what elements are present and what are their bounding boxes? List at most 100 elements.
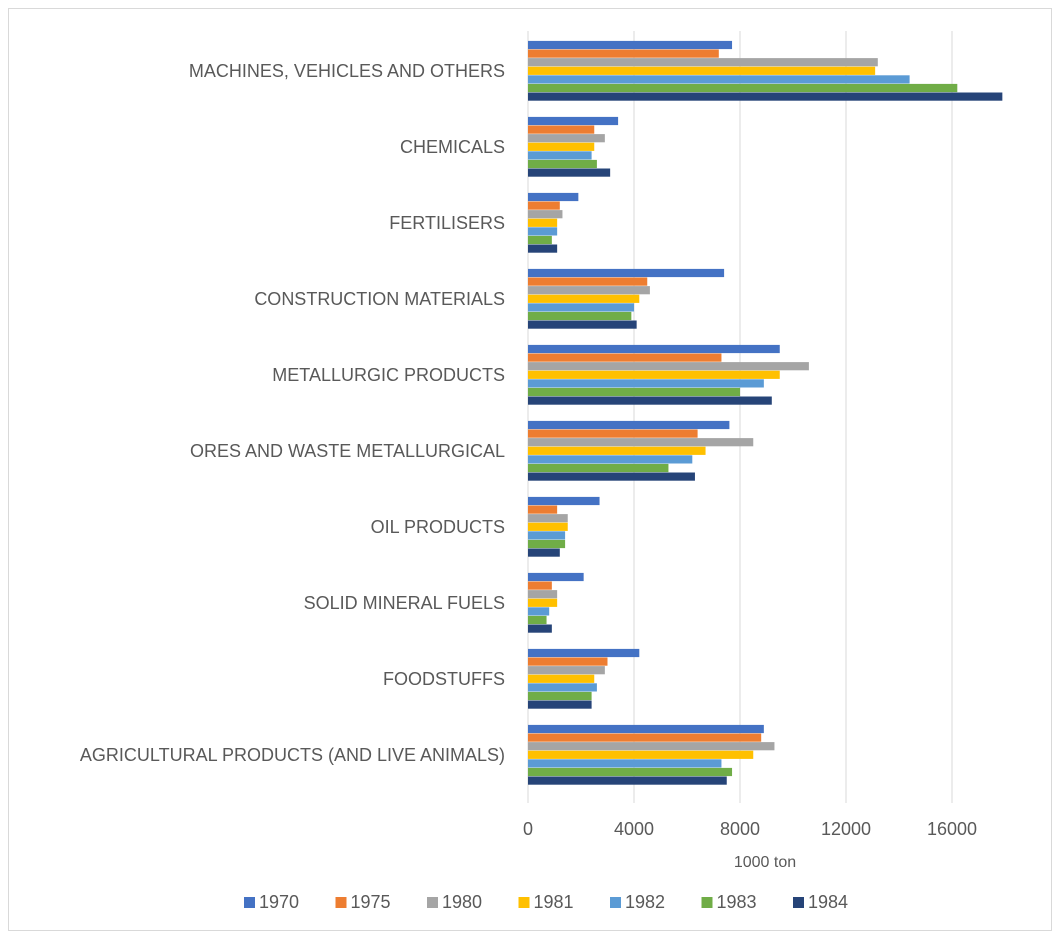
legend-label-1982: 1982 [625, 892, 665, 912]
bar-1980-foodstuffs [528, 666, 605, 675]
legend: 1970 1975 1980 1981 1982 1983 1984 [244, 892, 848, 912]
bar-1982-agricultural-products-and-live-animals [528, 759, 722, 768]
legend-swatch-1982 [610, 897, 621, 908]
bar-1982-machines-vehicles-and-others [528, 75, 910, 84]
bar-1981-oil-products [528, 522, 568, 531]
category-label-agricultural-products-and-live-animals: AGRICULTURAL PRODUCTS (AND LIVE ANIMALS) [80, 745, 505, 765]
category-label-ores-and-waste-metallurgical: ORES AND WASTE METALLURGICAL [190, 441, 505, 461]
x-tick-label: 0 [523, 819, 533, 839]
legend-label-1981: 1981 [534, 892, 574, 912]
bar-1980-ores-and-waste-metallurgical [528, 438, 754, 447]
bar-1981-agricultural-products-and-live-animals [528, 750, 754, 759]
bar-1983-ores-and-waste-metallurgical [528, 463, 669, 473]
bar-1983-foodstuffs [528, 691, 592, 701]
bar-1981-chemicals [528, 142, 595, 151]
bar-1975-fertilisers [528, 201, 560, 210]
bar-1970-construction-materials [528, 268, 725, 278]
category-label-fertilisers: FERTILISERS [389, 213, 505, 233]
bar-1970-foodstuffs [528, 648, 640, 658]
x-tick-label: 4000 [614, 819, 654, 839]
bar-1975-metallurgic-products [528, 353, 722, 362]
bar-1980-oil-products [528, 514, 568, 523]
bar-1981-solid-mineral-fuels [528, 598, 558, 607]
bar-1981-foodstuffs [528, 674, 595, 683]
bar-1984-chemicals [528, 168, 611, 177]
bar-1970-metallurgic-products [528, 344, 780, 354]
bar-1981-ores-and-waste-metallurgical [528, 446, 706, 455]
legend-swatch-1981 [518, 897, 530, 908]
bar-1975-machines-vehicles-and-others [528, 49, 719, 58]
x-tick-label: 12000 [821, 819, 871, 839]
bar-1982-oil-products [528, 531, 566, 540]
bar-1983-construction-materials [528, 311, 632, 321]
bar-1984-solid-mineral-fuels [528, 624, 552, 633]
bar-1984-foodstuffs [528, 700, 592, 709]
bar-1981-metallurgic-products [528, 370, 780, 379]
bar-1980-machines-vehicles-and-others [528, 58, 878, 67]
bar-1982-solid-mineral-fuels [528, 607, 550, 616]
bar-1982-fertilisers [528, 227, 558, 236]
bar-1983-metallurgic-products [528, 387, 740, 397]
gridlines [527, 31, 953, 803]
bar-1984-oil-products [528, 548, 560, 557]
legend-label-1984: 1984 [808, 892, 848, 912]
bar-1982-foodstuffs [528, 683, 597, 692]
bar-1984-construction-materials [528, 320, 637, 329]
category-label-solid-mineral-fuels: SOLID MINERAL FUELS [304, 593, 505, 613]
chart-area: MACHINES, VEHICLES AND OTHERS CHEMICALS FE… [8, 8, 1052, 931]
category-label-foodstuffs: FOODSTUFFS [383, 669, 505, 689]
x-tick-label: 16000 [927, 819, 977, 839]
category-label-machines-vehicles-and-others: MACHINES, VEHICLES AND OTHERS [189, 61, 505, 81]
bar-1983-solid-mineral-fuels [528, 615, 547, 625]
category-label-construction-materials: CONSTRUCTION MATERIALS [254, 289, 505, 309]
bar-1980-metallurgic-products [528, 362, 809, 371]
bar-1980-construction-materials [528, 286, 650, 295]
bar-1983-machines-vehicles-and-others [528, 83, 958, 93]
bar-1982-construction-materials [528, 303, 634, 312]
bar-1970-machines-vehicles-and-others [528, 40, 733, 50]
bar-1984-ores-and-waste-metallurgical [528, 472, 695, 481]
bar-1983-fertilisers [528, 235, 552, 245]
bar-1981-fertilisers [528, 218, 558, 227]
bar-1980-fertilisers [528, 210, 563, 219]
bar-1975-foodstuffs [528, 657, 608, 666]
bar-1982-ores-and-waste-metallurgical [528, 455, 693, 464]
bar-1970-fertilisers [528, 192, 579, 202]
legend-swatch-1984 [793, 897, 804, 908]
legend-label-1983: 1983 [717, 892, 757, 912]
category-label-oil-products: OIL PRODUCTS [371, 517, 505, 537]
bar-1975-oil-products [528, 505, 558, 514]
legend-label-1970: 1970 [259, 892, 299, 912]
bar-1984-fertilisers [528, 244, 558, 253]
bar-1983-oil-products [528, 539, 566, 549]
bar-1980-agricultural-products-and-live-animals [528, 742, 775, 751]
x-tick-label: 8000 [720, 819, 760, 839]
category-label-metallurgic-products: METALLURGIC PRODUCTS [272, 365, 505, 385]
legend-swatch-1970 [244, 897, 255, 908]
bar-1982-chemicals [528, 151, 592, 160]
bar-1984-machines-vehicles-and-others [528, 92, 1003, 101]
legend-label-1975: 1975 [351, 892, 391, 912]
bar-1970-agricultural-products-and-live-animals [528, 724, 764, 734]
bar-1975-ores-and-waste-metallurgical [528, 429, 698, 438]
legend-swatch-1975 [335, 897, 347, 908]
legend-swatch-1980 [427, 897, 438, 908]
bar-1984-metallurgic-products [528, 396, 772, 405]
bar-1975-solid-mineral-fuels [528, 581, 552, 590]
bar-1970-ores-and-waste-metallurgical [528, 420, 730, 430]
category-label-chemicals: CHEMICALS [400, 137, 505, 157]
x-axis-title: 1000 ton [734, 854, 796, 871]
bars [528, 40, 1003, 785]
bar-1975-agricultural-products-and-live-animals [528, 733, 762, 742]
bar-1983-chemicals [528, 159, 597, 169]
bar-1980-chemicals [528, 134, 605, 143]
bar-1970-chemicals [528, 116, 619, 126]
bar-1970-solid-mineral-fuels [528, 572, 584, 582]
bar-1975-chemicals [528, 125, 595, 134]
legend-label-1980: 1980 [442, 892, 482, 912]
category-labels: MACHINES, VEHICLES AND OTHERS CHEMICALS FE… [80, 61, 505, 765]
bar-1984-agricultural-products-and-live-animals [528, 776, 727, 785]
bar-1980-solid-mineral-fuels [528, 590, 558, 599]
bar-1975-construction-materials [528, 277, 648, 286]
x-tick-labels: 0 4000 8000 12000 16000 [523, 819, 977, 839]
